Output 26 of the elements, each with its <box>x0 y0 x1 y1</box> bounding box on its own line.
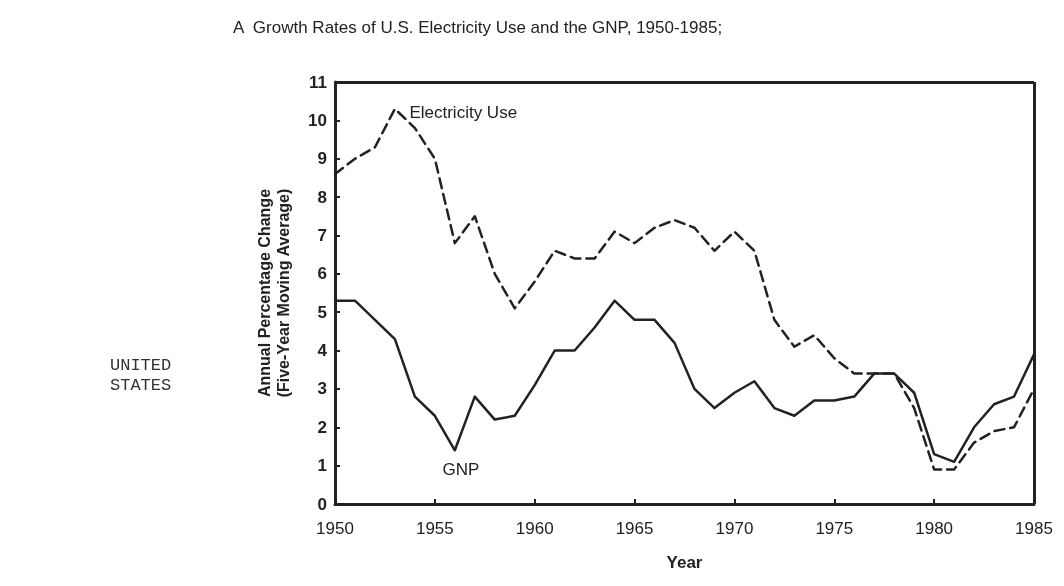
x-tick-label: 1955 <box>415 519 454 538</box>
y-axis-title: Annual Percentage Change (Five-Year Moving Average) <box>256 188 292 398</box>
series-label: GNP <box>442 459 480 479</box>
y-tick-label: 10 <box>308 110 327 130</box>
y-tick-label: 7 <box>317 225 327 245</box>
y-tick-label: 2 <box>317 417 327 437</box>
x-tick-label: 1960 <box>515 519 554 538</box>
text: UNITED STATES <box>110 355 172 395</box>
y-tick-label: 6 <box>317 264 327 284</box>
x-tick-label: 1975 <box>815 519 854 538</box>
x-axis-title: Year <box>666 553 703 572</box>
y-tick-label: 11 <box>309 72 327 92</box>
y-tick-label: 4 <box>317 341 328 361</box>
chart-title: A Growth Rates of U.S. Electricity Use and the GNP, 1950-1985; <box>233 18 723 37</box>
y-tick-label: 0 <box>317 494 327 514</box>
x-tick-label: 1950 <box>316 519 354 538</box>
y-tick-label: 8 <box>317 187 327 207</box>
series-label: Electricity Use <box>409 103 518 123</box>
y-tick-label: 3 <box>317 379 327 399</box>
x-tick-label: 1970 <box>715 519 754 538</box>
x-tick-label: 1965 <box>615 519 654 538</box>
y-tick-label: 1 <box>317 456 327 476</box>
y-tick-label: 5 <box>317 302 327 322</box>
y-tick-label: 9 <box>317 149 327 169</box>
x-tick-label: 1980 <box>915 519 954 538</box>
x-tick-label: 1985 <box>1015 519 1053 538</box>
